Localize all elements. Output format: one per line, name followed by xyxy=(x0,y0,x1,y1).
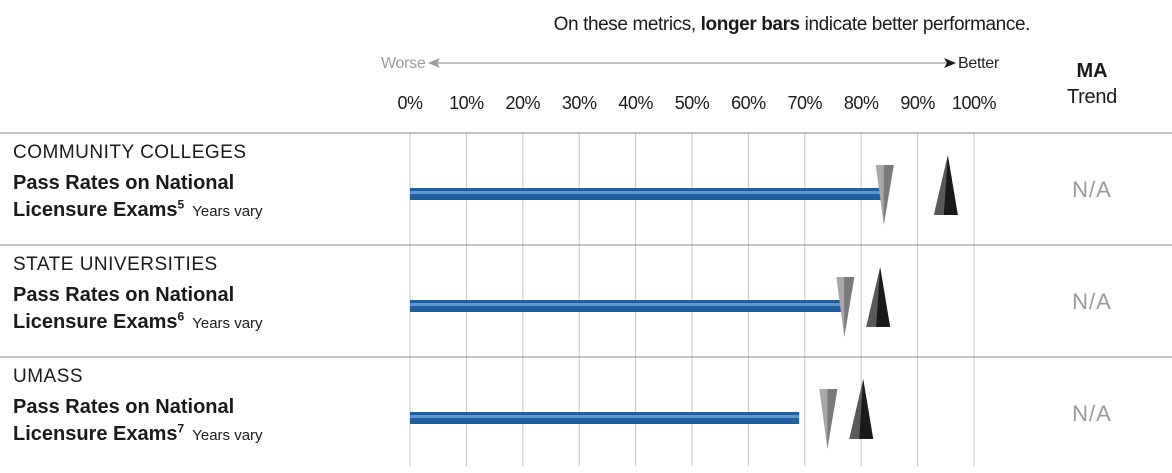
x-tick-label: 40% xyxy=(618,93,653,113)
top-marker-shade xyxy=(876,267,891,327)
row-label: STATE UNIVERSITIES Pass Rates on National… xyxy=(13,254,263,337)
peer-marker-shade xyxy=(827,389,838,449)
x-tick-label: 90% xyxy=(900,93,935,113)
ma-trend-value: N/A xyxy=(1072,401,1112,426)
peer-marker-shade xyxy=(883,165,894,225)
note-bold: longer bars xyxy=(700,14,800,35)
top-marker-shade xyxy=(859,379,874,439)
metric-label-line2: Licensure Exams7 Years vary xyxy=(13,421,263,449)
footnote-marker: 7 xyxy=(177,421,185,436)
years-note: Years vary xyxy=(192,315,263,332)
value-bar-highlight xyxy=(410,191,884,194)
value-bar-highlight xyxy=(410,303,845,306)
worse-better-arrow-icon xyxy=(428,58,956,68)
note-prefix: On these metrics, xyxy=(553,14,696,35)
metric-label: Pass Rates on National xyxy=(13,284,235,306)
metric-label: Pass Rates on National xyxy=(13,396,235,418)
ma-trend-value: N/A xyxy=(1072,177,1112,202)
metric-text: Licensure Exams xyxy=(13,311,178,333)
x-tick-label: 0% xyxy=(397,93,423,113)
trend-label: Trend xyxy=(1066,86,1117,108)
ma-label: MA xyxy=(1076,60,1108,82)
metric-text: Licensure Exams xyxy=(13,423,178,445)
metric-text: Licensure Exams xyxy=(13,199,178,221)
sector-label: STATE UNIVERSITIES xyxy=(13,254,218,275)
better-label: Better xyxy=(958,55,999,72)
sector-label: UMASS xyxy=(13,366,84,387)
metric-label-line2: Licensure Exams5 Years vary xyxy=(13,197,263,225)
metric-label: Pass Rates on National xyxy=(13,172,235,194)
footnote-marker: 6 xyxy=(177,309,185,324)
row-label: COMMUNITY COLLEGES Pass Rates on National… xyxy=(13,142,263,225)
x-tick-label: 80% xyxy=(843,93,879,113)
note-suffix: indicate better performance. xyxy=(804,14,1031,35)
x-tick-label: 10% xyxy=(449,93,484,113)
years-note: Years vary xyxy=(192,203,263,220)
ma-trend-value: N/A xyxy=(1072,289,1112,314)
footnote-marker: 5 xyxy=(177,197,185,212)
x-tick-label: 100% xyxy=(951,93,997,113)
metric-label-line2: Licensure Exams6 Years vary xyxy=(13,309,263,337)
x-tick-label: 50% xyxy=(674,93,710,113)
top-marker-shade xyxy=(943,155,958,215)
x-tick-label: 20% xyxy=(505,93,541,113)
row-label: UMASS Pass Rates on National Licensure Exa… xyxy=(13,366,263,449)
sector-label: COMMUNITY COLLEGES xyxy=(13,142,247,163)
performance-note: On these metrics, longer bars indicate b… xyxy=(0,14,1031,36)
x-tick-label: 30% xyxy=(561,93,597,113)
x-tick-label: 70% xyxy=(787,93,823,113)
x-tick-label: 60% xyxy=(731,93,766,113)
years-note: Years vary xyxy=(192,427,263,444)
peer-marker-shade xyxy=(844,277,855,337)
value-bar-highlight xyxy=(410,415,800,418)
worse-label: Worse xyxy=(381,55,426,72)
